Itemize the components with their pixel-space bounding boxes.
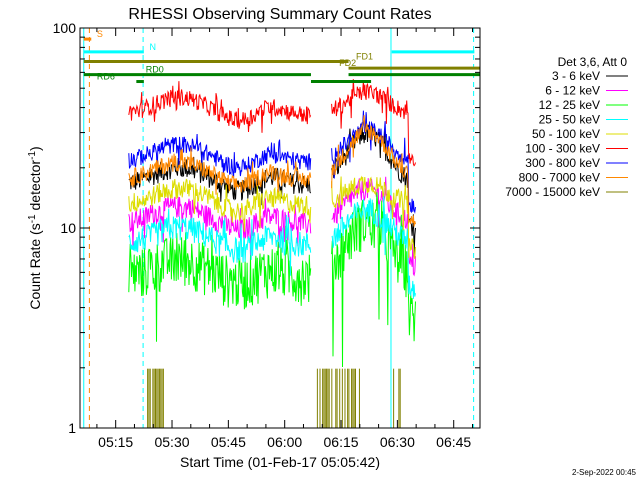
series-line-4 — [128, 208, 312, 276]
x-tick-label: 05:45 — [211, 434, 246, 450]
series-line-2 — [128, 193, 312, 256]
x-tick-label: 06:30 — [380, 434, 415, 450]
series-line-8 — [128, 147, 312, 195]
series-line-4 — [331, 195, 416, 299]
legend-entry-label: 6 - 12 keV — [545, 84, 600, 98]
y-tick-label: 10 — [60, 220, 76, 236]
x-tick-label: 05:15 — [98, 434, 133, 450]
series-line-1 — [331, 113, 416, 257]
x-tick-label: 06:15 — [324, 434, 359, 450]
series-line-7 — [128, 133, 312, 178]
flag-label-rd0: RD0 — [146, 65, 164, 75]
chart-title: RHESSI Observing Summary Count Rates — [128, 6, 431, 23]
series-line-8 — [331, 115, 416, 227]
legend-title: Det 3,6, Att 0 — [558, 55, 628, 69]
flag-label-fd1: FD1 — [356, 51, 373, 61]
legend-entry-label: 12 - 25 keV — [539, 98, 600, 112]
series-line-5 — [331, 175, 416, 259]
flag-label-n: N — [149, 42, 156, 52]
x-tick-label: 06:00 — [267, 434, 302, 450]
flag-label-s: S — [97, 29, 103, 39]
series-line-5 — [128, 178, 312, 232]
legend-entry-label: 50 - 100 keV — [532, 127, 600, 141]
x-tick-label: 06:45 — [436, 434, 471, 450]
series-line-3 — [128, 225, 312, 342]
generation-timestamp: 2-Sep-2022 00:45 — [572, 468, 637, 477]
legend-entry-label: 25 - 50 keV — [539, 113, 600, 127]
axis-layer: 05:15 05:30 05:45 06:00 06:15 06:30 06:45 1 10 10… — [53, 20, 480, 450]
series-line-6 — [128, 81, 312, 133]
legend-entry-label: 3 - 6 keV — [552, 69, 600, 83]
y-tick-label: 100 — [53, 20, 77, 36]
legend-entry-label: 7000 - 15000 keV — [505, 185, 600, 199]
y-tick-label: 1 — [68, 420, 76, 436]
x-axis-label: Start Time (01-Feb-17 05:05:42) — [180, 454, 380, 470]
series-line-6 — [331, 79, 416, 167]
flag-label-fd2: FD2 — [339, 58, 356, 68]
legend-entry-label: 100 - 300 keV — [525, 142, 600, 156]
flag-label-rd6: RD6 — [97, 72, 115, 82]
x-tick-label: 05:30 — [154, 434, 189, 450]
legend-entry-label: 800 - 7000 keV — [519, 171, 600, 185]
y-axis-label: Count Rate (s-1 detector-1) — [27, 146, 43, 309]
legend-entry-label: 300 - 800 keV — [525, 156, 600, 170]
